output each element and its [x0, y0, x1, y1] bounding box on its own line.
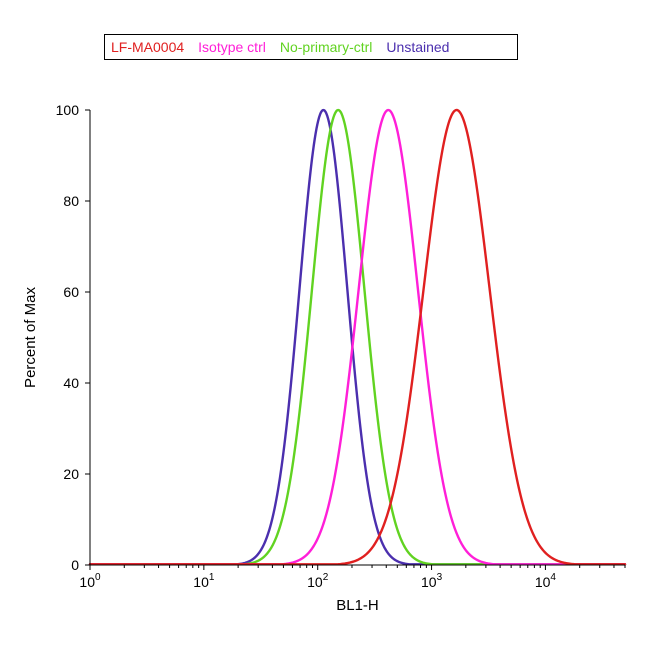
- chart-bg: [0, 0, 650, 668]
- legend-item: No-primary-ctrl: [280, 38, 373, 56]
- y-axis-label: Percent of Max: [22, 287, 39, 388]
- legend-item: Unstained: [386, 38, 449, 56]
- legend-box: LF-MA0004 Isotype ctrl No-primary-ctrl Unst…: [104, 34, 518, 60]
- y-tick-label: 0: [71, 557, 79, 573]
- x-axis-label: BL1-H: [336, 597, 379, 614]
- y-tick-label: 80: [63, 193, 79, 209]
- y-tick-label: 40: [63, 375, 79, 391]
- legend-item: Isotype ctrl: [198, 38, 266, 56]
- legend-item: LF-MA0004: [111, 38, 184, 56]
- y-tick-label: 60: [63, 284, 79, 300]
- y-tick-label: 20: [63, 466, 79, 482]
- flow-cytometry-chart: 020406080100100101102103104BL1-HPercent …: [0, 0, 650, 668]
- y-tick-label: 100: [56, 102, 80, 118]
- chart-svg: 020406080100100101102103104BL1-HPercent …: [0, 0, 650, 668]
